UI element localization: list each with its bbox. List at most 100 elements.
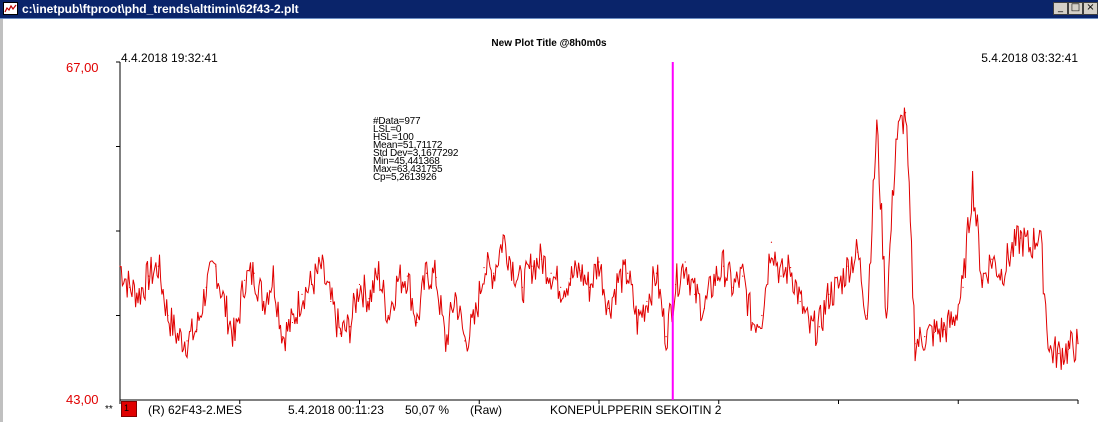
trend-data-point xyxy=(368,298,370,300)
legend-description: KONEPULPPERIN SEKOITIN 2 xyxy=(550,403,722,417)
legend-prefix: ** xyxy=(105,404,113,415)
minimize-icon: _ xyxy=(1058,2,1063,13)
stat-lsl: LSL=0 xyxy=(373,124,402,135)
trend-data-point xyxy=(952,320,955,322)
trend-data-point xyxy=(157,265,159,267)
stat-std-dev: Std Dev=3,1677292 xyxy=(373,148,459,159)
trend-data-point xyxy=(722,265,725,267)
trend-data-point xyxy=(885,314,888,317)
trend-data-point xyxy=(943,328,945,331)
trend-data-point xyxy=(272,275,274,277)
trend-data-point xyxy=(837,286,840,288)
trend-data-point xyxy=(569,278,571,280)
trend-data-point xyxy=(464,340,466,342)
trend-data-point xyxy=(243,279,246,281)
stat-max: Max=63,431755 xyxy=(373,164,443,175)
plot-end-time: 5.4.2018 03:32:41 xyxy=(981,51,1078,65)
trend-data-point xyxy=(512,265,514,267)
trend-plot-icon[interactable] xyxy=(3,2,18,15)
trend-data-point xyxy=(713,279,715,281)
minimize-button[interactable]: _ xyxy=(1053,2,1068,15)
trend-data-point xyxy=(895,138,897,141)
trend-data-point xyxy=(981,279,983,281)
trend-data-point xyxy=(531,265,533,267)
trend-data-point xyxy=(828,293,830,295)
trend-data-point xyxy=(224,307,226,310)
maximize-icon: □ xyxy=(1070,2,1081,13)
trend-data-point xyxy=(560,286,562,288)
trend-data-point xyxy=(502,237,504,239)
trend-data-point xyxy=(138,293,140,295)
trend-data-point xyxy=(1019,237,1022,239)
trend-data-point xyxy=(358,283,361,286)
trend-data-point xyxy=(627,272,629,274)
trend-data-point xyxy=(425,272,428,274)
trend-data-point xyxy=(857,251,859,253)
maximize-button[interactable]: □ xyxy=(1068,2,1083,15)
trend-data-point xyxy=(751,321,753,324)
trend-data-point xyxy=(349,326,351,328)
series-layer xyxy=(119,107,1079,370)
trend-data-point xyxy=(205,286,207,288)
trend-data-point xyxy=(847,265,849,267)
trend-data-point xyxy=(445,343,447,345)
trend-data-point xyxy=(1000,272,1002,274)
trend-data-point xyxy=(933,331,935,333)
close-icon: × xyxy=(1086,2,1095,13)
window-title: c:\inetpub\ftproot\phd_trends\alttimin\6… xyxy=(22,2,299,16)
trend-data-point xyxy=(675,283,677,286)
trend-data-point xyxy=(684,261,686,263)
trend-data-point xyxy=(962,286,964,288)
trend-data-point xyxy=(473,321,476,324)
trend-data-point xyxy=(301,293,303,295)
trend-data-point xyxy=(770,241,773,243)
trend-data-point xyxy=(665,336,667,338)
trend-data-point xyxy=(435,276,437,279)
plot-title: New Plot Title @8h0m0s xyxy=(491,38,607,49)
trend-data-point xyxy=(416,321,418,324)
trend-data-point xyxy=(742,275,744,277)
trend-data-point xyxy=(636,321,638,324)
trend-data-point xyxy=(234,338,236,341)
trend-data-point xyxy=(282,336,284,338)
legend-color-swatch[interactable]: 1 xyxy=(121,401,137,417)
trend-data-point xyxy=(876,124,878,126)
trend-data-point xyxy=(617,279,619,281)
trend-data-point xyxy=(694,293,696,295)
legend-cursor-value: 50,07 % xyxy=(405,403,450,417)
trend-data-point xyxy=(550,272,552,274)
stat-mean: Mean=51,71172 xyxy=(373,140,443,151)
trend-data-point xyxy=(521,286,523,288)
stat-min: Min=45,441368 xyxy=(373,156,440,167)
trend-data-point xyxy=(378,272,380,274)
trend-data-point xyxy=(167,314,169,317)
plot-start-time: 4.4.2018 19:32:41 xyxy=(121,51,218,65)
trend-data-point xyxy=(339,333,341,335)
legend-cursor-time: 5.4.2018 00:11:23 xyxy=(288,403,384,417)
trend-data-point xyxy=(904,112,907,114)
trend-data-point xyxy=(761,314,763,317)
legend-tag-name[interactable]: (R) 62F43-2.MES xyxy=(148,403,243,417)
trend-data-point xyxy=(924,336,926,338)
trend-data-point xyxy=(128,286,131,288)
trend-data-point xyxy=(311,283,313,286)
trend-data-point xyxy=(196,328,198,331)
window-titlebar[interactable]: c:\inetpub\ftproot\phd_trends\alttimin\6… xyxy=(0,0,1098,19)
trend-data-point xyxy=(914,343,916,345)
trend-data-point xyxy=(186,340,188,342)
window-left-border xyxy=(0,19,3,422)
trend-data-point xyxy=(799,300,801,303)
y-axis-min-label: 43,00 xyxy=(66,392,99,407)
stat-data-count: #Data=977 xyxy=(373,116,421,127)
trend-data-point xyxy=(655,272,658,274)
trend-data-point xyxy=(579,269,581,272)
legend-mode: (Raw) xyxy=(470,403,502,417)
legend-swatch-label: 1 xyxy=(124,403,130,413)
trend-data-point xyxy=(291,321,294,324)
trend-data-point xyxy=(703,307,705,310)
trend-data-point xyxy=(732,286,734,288)
trend-data-point xyxy=(253,272,255,274)
trend-data-point xyxy=(646,300,648,303)
trend-data-point xyxy=(493,272,495,274)
